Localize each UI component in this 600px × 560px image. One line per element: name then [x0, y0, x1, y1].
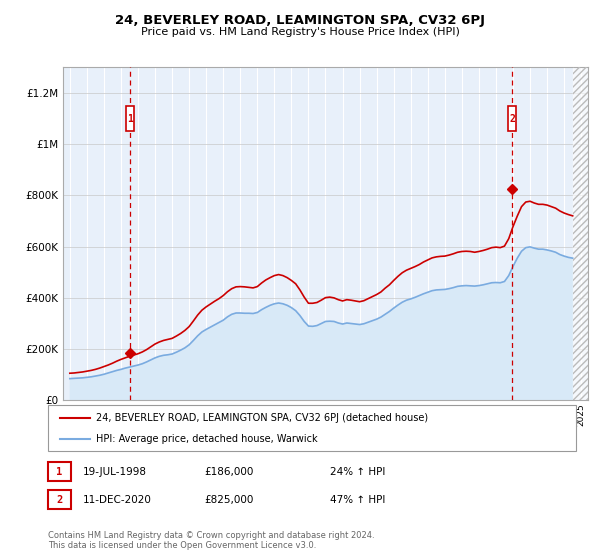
Text: 24, BEVERLEY ROAD, LEAMINGTON SPA, CV32 6PJ: 24, BEVERLEY ROAD, LEAMINGTON SPA, CV32 … — [115, 14, 485, 27]
FancyBboxPatch shape — [126, 106, 134, 132]
Bar — [572, 67, 588, 400]
Text: 1: 1 — [127, 114, 133, 124]
Text: HPI: Average price, detached house, Warwick: HPI: Average price, detached house, Warw… — [96, 435, 317, 444]
Text: 47% ↑ HPI: 47% ↑ HPI — [330, 494, 385, 505]
FancyBboxPatch shape — [508, 106, 516, 132]
Text: 2: 2 — [509, 114, 515, 124]
Text: 2: 2 — [56, 494, 62, 505]
Text: Contains HM Land Registry data © Crown copyright and database right 2024.
This d: Contains HM Land Registry data © Crown c… — [48, 530, 374, 550]
Text: £186,000: £186,000 — [204, 466, 253, 477]
Text: 1: 1 — [56, 466, 62, 477]
Text: 24% ↑ HPI: 24% ↑ HPI — [330, 466, 385, 477]
Text: 11-DEC-2020: 11-DEC-2020 — [83, 494, 152, 505]
Text: 24, BEVERLEY ROAD, LEAMINGTON SPA, CV32 6PJ (detached house): 24, BEVERLEY ROAD, LEAMINGTON SPA, CV32 … — [96, 413, 428, 423]
Text: £825,000: £825,000 — [204, 494, 253, 505]
Text: 19-JUL-1998: 19-JUL-1998 — [83, 466, 147, 477]
Text: Price paid vs. HM Land Registry's House Price Index (HPI): Price paid vs. HM Land Registry's House … — [140, 27, 460, 37]
Bar — [572, 67, 588, 400]
